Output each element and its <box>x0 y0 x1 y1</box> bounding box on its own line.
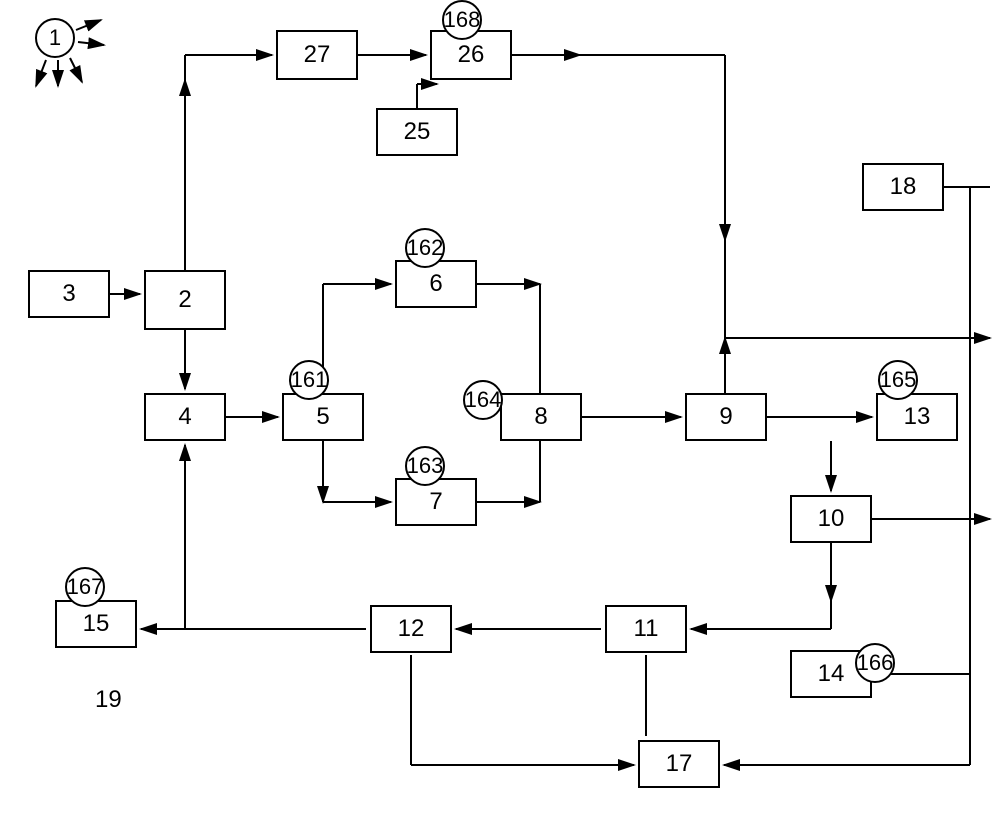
node-4: 4 <box>144 393 226 441</box>
circle-163: 163 <box>405 446 445 486</box>
text-19: 19 <box>95 686 122 714</box>
node-11: 11 <box>605 605 687 653</box>
node-12: 12 <box>370 605 452 653</box>
circle-1: 1 <box>35 18 75 58</box>
circle-165: 165 <box>878 360 918 400</box>
node-10: 10 <box>790 495 872 543</box>
circle-164: 164 <box>463 380 503 420</box>
node-13: 13 <box>876 393 958 441</box>
circle-161: 161 <box>289 360 329 400</box>
node-5: 5 <box>282 393 364 441</box>
node-8: 8 <box>500 393 582 441</box>
node-2: 2 <box>144 270 226 330</box>
circle-166: 166 <box>855 643 895 683</box>
circle-162: 162 <box>405 228 445 268</box>
node-18: 18 <box>862 163 944 211</box>
node-7: 7 <box>395 478 477 526</box>
node-27: 27 <box>276 30 358 80</box>
circle-168: 168 <box>442 0 482 40</box>
circle-167: 167 <box>65 567 105 607</box>
node-9: 9 <box>685 393 767 441</box>
node-17: 17 <box>638 740 720 788</box>
node-25: 25 <box>376 108 458 156</box>
node-3: 3 <box>28 270 110 318</box>
diagram-stage: 2345678910111213141517182526271161162163… <box>0 0 1000 826</box>
node-6: 6 <box>395 260 477 308</box>
node-15: 15 <box>55 600 137 648</box>
